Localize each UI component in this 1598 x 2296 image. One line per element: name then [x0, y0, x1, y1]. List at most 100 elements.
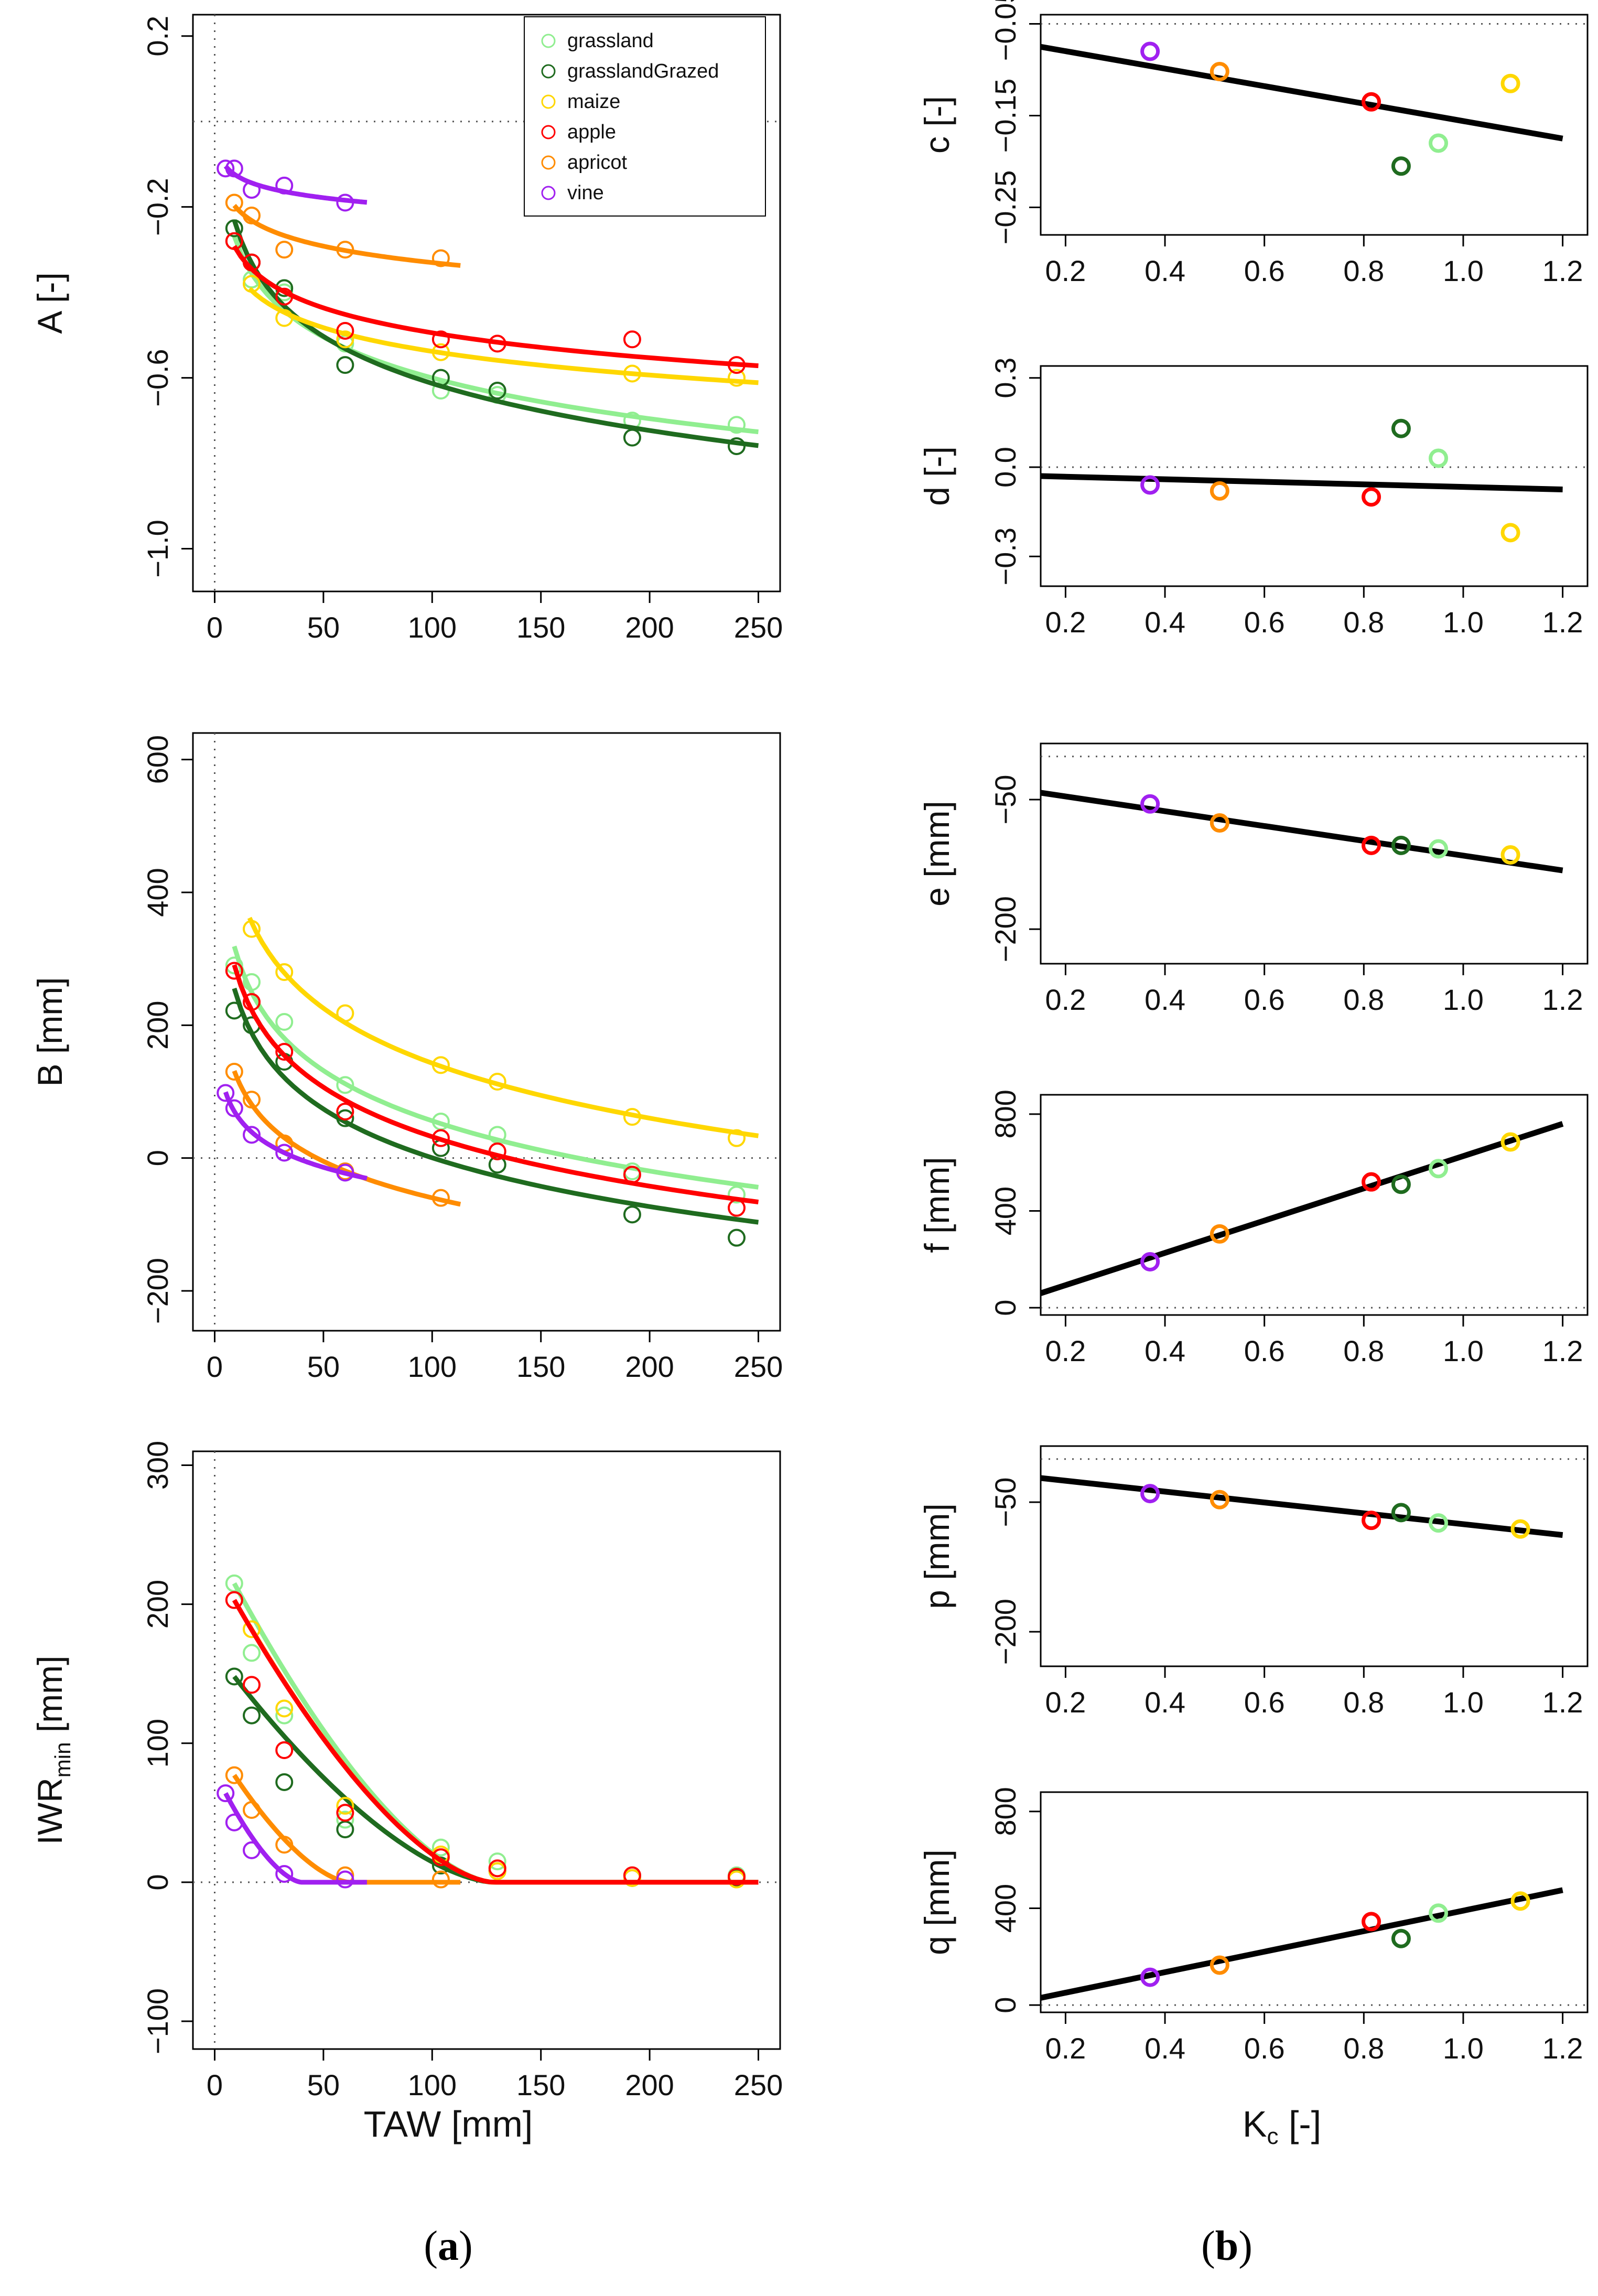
x-tick-label: 250	[734, 2068, 783, 2101]
data-point-grasslandGrazed	[728, 1228, 746, 1247]
data-point-vine	[225, 159, 243, 178]
data-point-grassland	[336, 1076, 354, 1094]
x-tick-label: 200	[625, 2068, 674, 2101]
x-tick-label: 1.0	[1443, 1334, 1484, 1367]
data-point-apple	[275, 1741, 294, 1759]
data-point-grasslandGrazed	[623, 1205, 641, 1224]
y-tick-label: −0.3	[989, 527, 1022, 586]
data-point-grasslandGrazed	[728, 437, 746, 455]
plot-frame-f	[1040, 1094, 1589, 1316]
data-point-grasslandGrazed	[1391, 1928, 1411, 1948]
x-tick-label: 0.6	[1244, 254, 1285, 287]
y-axis-label: q [mm]	[917, 1849, 956, 1955]
data-point-apple	[488, 1859, 506, 1878]
x-tick-label: 250	[734, 1350, 783, 1383]
data-point-apricot	[1210, 1955, 1229, 1975]
data-point-apricot	[243, 1091, 261, 1109]
x-tick-label: 1.2	[1542, 2032, 1583, 2065]
fit-curve-apple	[232, 1599, 759, 1885]
y-tick-label: 300	[141, 1441, 174, 1490]
data-point-vine	[1140, 1252, 1160, 1271]
data-point-apple	[336, 1103, 354, 1120]
data-point-grasslandGrazed	[1391, 835, 1411, 855]
chart-A: 0 50 100 150 200 250 0.2 −0.2 −0.6 −1.0 A [-] grass…	[30, 14, 783, 644]
y-axis-label: e [mm]	[917, 801, 956, 907]
y-tick-label: 200	[141, 1001, 174, 1050]
chart-f: 0.2 0.4 0.6 0.8 1.0 1.2 800 400 0 f [mm]	[917, 1090, 1589, 1367]
data-point-grassland	[1429, 1159, 1449, 1179]
x-tick-label: 1.2	[1542, 254, 1583, 287]
data-point-vine	[243, 1841, 261, 1859]
legend-label-grassland: grassland	[567, 30, 654, 52]
x-tick-label: 0.2	[1045, 1686, 1086, 1719]
chart-d: 0.2 0.4 0.6 0.8 1.0 1.2 0.3 0.0 −0.3 d [-]	[917, 358, 1589, 639]
fit-curve-grasslandGrazed	[232, 219, 759, 448]
legend-marker-maize	[541, 94, 556, 109]
x-tick-label: 0	[207, 611, 223, 644]
taw-axis-label: TAW [mm]	[364, 2104, 533, 2144]
plot-frame-c	[1040, 14, 1589, 236]
chart-c: 0.2 0.4 0.6 0.8 1.0 1.2 −0.05 −0.15 −0.25 c [-]	[917, 0, 1589, 287]
y-axis-label: A [-]	[30, 272, 69, 333]
x-tick-label: 0.4	[1144, 983, 1185, 1016]
data-point-grasslandGrazed	[623, 428, 641, 447]
data-point-maize	[336, 330, 354, 349]
x-tick-label: 1.0	[1443, 606, 1484, 639]
legend-label-grasslandGrazed: grasslandGrazed	[567, 60, 719, 82]
kc-axis-label: Kc [-]	[1243, 2104, 1321, 2149]
y-tick-label: −200	[989, 896, 1022, 962]
legend-marker-apricot	[541, 155, 556, 170]
fit-curve-apricot	[232, 203, 461, 268]
y-tick-label: 100	[141, 1719, 174, 1767]
data-point-apple	[623, 330, 641, 349]
plot-frame-e	[1040, 742, 1589, 965]
x-tick-label: 0	[207, 1350, 223, 1383]
data-point-grasslandGrazed	[336, 1109, 354, 1127]
data-point-grassland	[431, 1838, 450, 1857]
y-tick-label: 0	[989, 1997, 1022, 2013]
data-point-maize	[623, 364, 641, 383]
data-point-apricot	[431, 1870, 450, 1889]
y-tick-label: 600	[141, 735, 174, 784]
legend-box	[524, 16, 766, 217]
y-tick-label: 0.0	[989, 447, 1022, 488]
x-tick-label: 0.8	[1343, 2032, 1384, 2065]
data-point-grasslandGrazed	[336, 356, 354, 374]
x-tick-label: 0.4	[1144, 1686, 1185, 1719]
data-point-maize	[728, 369, 746, 387]
x-tick-label: 0.4	[1144, 254, 1185, 287]
data-point-vine	[275, 176, 294, 195]
y-tick-label: −0.2	[141, 178, 174, 236]
data-point-vine	[1140, 1967, 1160, 1987]
x-tick-label: 1.0	[1443, 254, 1484, 287]
data-point-grasslandGrazed	[1391, 156, 1411, 176]
data-point-grassland	[243, 1644, 261, 1662]
data-point-vine	[225, 1099, 243, 1117]
y-tick-label: 800	[989, 1787, 1022, 1836]
data-point-grasslandGrazed	[225, 219, 243, 238]
data-point-grasslandGrazed	[243, 1706, 261, 1724]
plot-frame-IWR	[192, 1450, 781, 2050]
data-point-grassland	[1429, 448, 1449, 468]
data-point-vine	[225, 1813, 243, 1831]
x-tick-label: 0.6	[1244, 983, 1285, 1016]
y-tick-label: 0.2	[141, 16, 174, 57]
data-point-grasslandGrazed	[488, 382, 506, 400]
chart-B: 0 50 100 150 200 250 600 400 200 0 −200 B [mm]	[30, 732, 783, 1383]
y-axis-label: f [mm]	[917, 1157, 956, 1253]
data-point-vine	[336, 1870, 354, 1889]
data-point-vine	[243, 1126, 261, 1144]
data-point-apple	[623, 1866, 641, 1884]
plot-frame-p	[1040, 1445, 1589, 1667]
y-tick-label: 200	[141, 1580, 174, 1629]
data-point-apple	[225, 1591, 243, 1609]
data-point-grassland	[1429, 1513, 1449, 1533]
x-tick-label: 1.0	[1443, 1686, 1484, 1719]
plot-area-f	[1041, 1121, 1564, 1296]
y-tick-label: 0	[989, 1300, 1022, 1316]
data-point-apple	[336, 1804, 354, 1822]
legend-marker-apple	[541, 125, 556, 139]
x-tick-label: 0.2	[1045, 2032, 1086, 2065]
data-point-maize	[1510, 1519, 1530, 1539]
data-point-apricot	[275, 241, 294, 259]
